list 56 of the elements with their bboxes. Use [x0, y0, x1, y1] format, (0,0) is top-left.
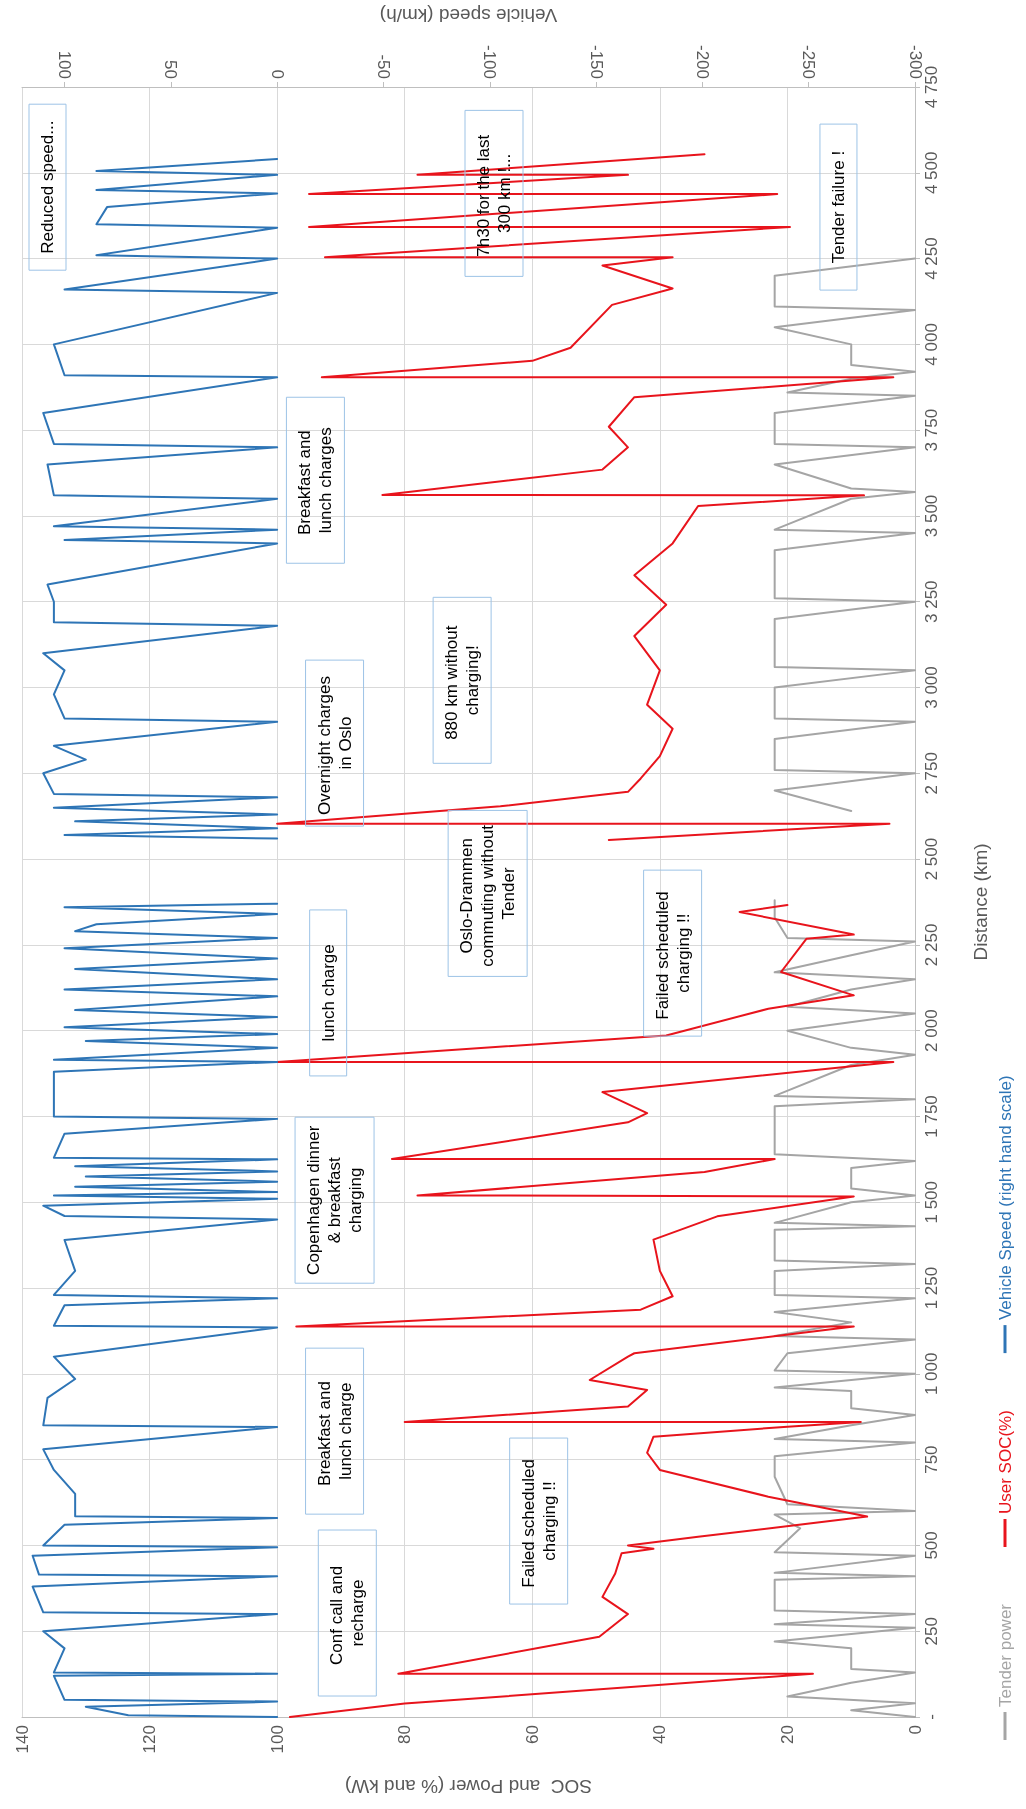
y-tick-label: 3 250 [922, 580, 941, 624]
x-tick-label: 40 [650, 1725, 670, 1744]
x-tick-label: 120 [140, 1725, 160, 1754]
x2-tick-label: -250 [799, 44, 819, 79]
x2-tick-label: 50 [161, 60, 181, 79]
y-tick-label: 250 [922, 1617, 941, 1646]
annotation: lunch charge [318, 944, 338, 1042]
y-tick-label: 3 500 [922, 494, 941, 538]
annotation: Tender failure ! [828, 150, 848, 264]
y-tick-label: 4 500 [922, 151, 941, 195]
x-tick-label: 20 [777, 1725, 797, 1744]
y-axis-title: Distance (km) [970, 843, 991, 961]
y-tick-label: 2 250 [922, 923, 941, 967]
annotation: Copenhagen dinner & breakfast charging [304, 1125, 366, 1275]
annotation: Failed scheduled charging !! [652, 886, 693, 1020]
annotation: 880 km without charging! [442, 620, 483, 740]
y-tick-label: 2 750 [922, 752, 941, 795]
y-tick-label: 3 000 [922, 666, 941, 709]
y-tick-label: 1 500 [922, 1180, 941, 1224]
x-tick-label: 60 [522, 1725, 542, 1744]
y-tick-label: 4 250 [922, 237, 941, 280]
x2-tick-label: -200 [692, 44, 712, 79]
text: Tender power [995, 1603, 1015, 1707]
y-tick-label: - [922, 1714, 941, 1720]
x-tick-label: 100 [267, 1725, 287, 1754]
annotation: Breakfast and lunch charge [314, 1376, 355, 1486]
x-tick-label: 80 [395, 1725, 415, 1744]
y-tick-label: 1 750 [922, 1095, 941, 1138]
x-axis-title: SOC and Power (% and kW) [344, 1776, 593, 1797]
text: Vehicle Speed (right hand scale) [995, 1075, 1015, 1321]
annotation: Oslo-Drammen commuting without Tender [457, 820, 519, 967]
annotation: Conf call and recharge [327, 1561, 368, 1665]
annotation: Reduced speed... [38, 120, 58, 254]
y-tick-label: 4 750 [922, 65, 941, 109]
annotation: Overnight charges in Oslo [314, 671, 355, 815]
y-tick-label: 1 000 [922, 1352, 941, 1396]
annotation: 7h30 for the last 300 km !... [474, 130, 515, 257]
x2-tick-label: 0 [267, 69, 287, 79]
y-tick-label: 750 [922, 1445, 941, 1474]
x2-tick-label: -150 [586, 44, 606, 79]
y-tick-label: 2 500 [922, 837, 941, 881]
y-tick-label: 2 000 [922, 1009, 941, 1052]
annotation: Failed scheduled charging !! [518, 1454, 559, 1588]
x-tick-label: 140 [12, 1725, 32, 1754]
y-tick-label: 500 [922, 1531, 941, 1560]
annotation: Breakfast and lunch charges [295, 425, 336, 536]
text: User SOC(%) [995, 1410, 1015, 1514]
x2-tick-label: -100 [480, 44, 500, 79]
x-tick-label: 0 [905, 1725, 925, 1735]
x2-tick-label: -50 [373, 54, 393, 79]
y-tick-label: 4 000 [922, 323, 941, 366]
y-tick-label: 1 250 [922, 1266, 941, 1310]
x2-tick-label: -300 [905, 44, 925, 79]
x2-tick-label: 100 [55, 50, 75, 79]
y-tick-label: 3 750 [922, 408, 941, 452]
x2-axis-title: Vehicle speed (km/h) [379, 5, 558, 26]
